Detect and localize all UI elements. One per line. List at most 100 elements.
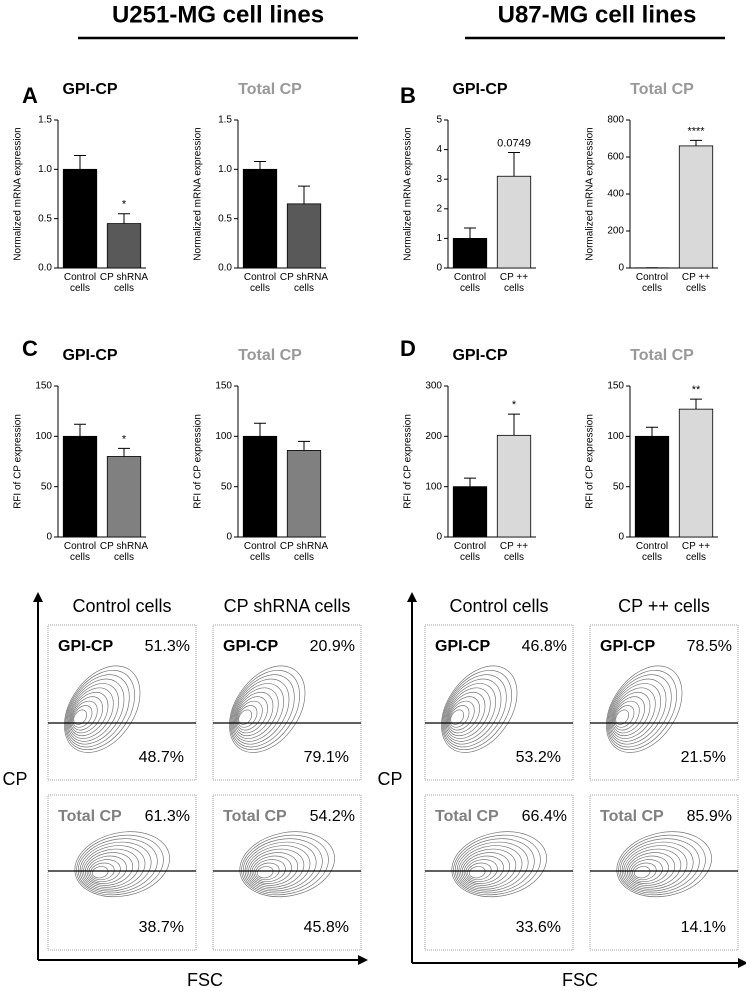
header: U87-MG cell lines bbox=[498, 1, 697, 28]
contour bbox=[90, 862, 115, 881]
contour bbox=[463, 855, 504, 884]
y-tick-label: 0 bbox=[436, 263, 442, 274]
x-tick-label: Control cells bbox=[243, 541, 277, 563]
y-tick-label: 100 bbox=[35, 431, 52, 442]
contour bbox=[608, 678, 667, 745]
contour bbox=[454, 838, 535, 894]
bar bbox=[242, 168, 278, 269]
y-tick-label: 200 bbox=[425, 431, 442, 442]
contour bbox=[445, 687, 491, 739]
significance-label: **** bbox=[687, 125, 705, 137]
y-axis-label: Normalized mRNA expression bbox=[13, 127, 24, 260]
panel-letter: C bbox=[22, 336, 38, 361]
y-tick-label: 0 bbox=[46, 532, 52, 543]
significance-label: * bbox=[122, 433, 127, 445]
contour bbox=[91, 866, 109, 879]
top-percent: 46.8% bbox=[522, 638, 567, 655]
contour bbox=[253, 859, 286, 883]
y-tick-label: 1.0 bbox=[38, 164, 52, 175]
contour bbox=[461, 852, 511, 886]
panel-letter: A bbox=[22, 83, 38, 108]
contour bbox=[616, 831, 712, 898]
contour bbox=[244, 841, 317, 892]
error-bar bbox=[298, 440, 310, 451]
bar bbox=[496, 434, 532, 538]
contour bbox=[618, 834, 706, 896]
y-tick-label: 50 bbox=[221, 481, 233, 492]
y-axis-label: CP bbox=[377, 769, 402, 789]
bottom-percent: 53.2% bbox=[516, 749, 561, 766]
contour bbox=[229, 665, 306, 753]
contour bbox=[444, 683, 497, 742]
contour bbox=[84, 852, 134, 886]
contour bbox=[231, 678, 290, 745]
bar bbox=[496, 175, 532, 269]
bottom-percent: 79.1% bbox=[304, 749, 349, 766]
plot-frame bbox=[47, 624, 197, 781]
contour bbox=[249, 852, 299, 886]
header: U251-MG cell lines bbox=[112, 1, 324, 28]
y-axis-label: RFI of CP expression bbox=[13, 414, 24, 509]
y-axis-label: Normalized mRNA expression bbox=[193, 127, 204, 260]
y-tick-label: 50 bbox=[41, 481, 53, 492]
error-bar bbox=[690, 398, 702, 410]
contour bbox=[230, 674, 295, 748]
gate-label: GPI-CP bbox=[223, 638, 278, 655]
plot-frame bbox=[589, 794, 739, 951]
y-tick-label: 50 bbox=[613, 481, 625, 492]
y-tick-label: 0 bbox=[436, 532, 442, 543]
contour bbox=[606, 669, 678, 751]
contour bbox=[83, 848, 140, 888]
x-arrowhead bbox=[738, 958, 746, 968]
panel-letter: D bbox=[400, 336, 416, 361]
contour bbox=[238, 709, 253, 725]
y-tick-label: 400 bbox=[607, 189, 624, 200]
contour bbox=[615, 709, 630, 725]
contour bbox=[67, 683, 120, 742]
gate-label: Total CP bbox=[58, 808, 122, 825]
y-axis-label: Normalized mRNA expression bbox=[585, 127, 596, 260]
contour bbox=[450, 709, 465, 725]
contour bbox=[621, 841, 694, 892]
gate-label: GPI-CP bbox=[58, 638, 113, 655]
panel-letter: B bbox=[400, 83, 416, 108]
y-tick-label: 150 bbox=[35, 381, 52, 392]
x-tick-label: Control cells bbox=[453, 272, 487, 294]
y-axis-label: RFI of CP expression bbox=[193, 414, 204, 509]
error-bar bbox=[690, 139, 702, 146]
y-axis-label: CP bbox=[2, 769, 27, 789]
contour bbox=[76, 834, 164, 896]
x-tick-label: Control cells bbox=[63, 541, 97, 563]
y-tick-label: 600 bbox=[607, 152, 624, 163]
contour bbox=[626, 852, 676, 886]
y-tick-label: 0.5 bbox=[38, 213, 52, 224]
chart-title: GPI-CP bbox=[62, 81, 117, 98]
contour bbox=[630, 859, 663, 883]
y-tick-label: 1.5 bbox=[218, 115, 232, 126]
gate-label: Total CP bbox=[435, 808, 499, 825]
chart-title: Total CP bbox=[238, 81, 302, 98]
bar bbox=[106, 456, 142, 538]
contour bbox=[619, 838, 700, 894]
gate-label: Total CP bbox=[600, 808, 664, 825]
x-arrowhead bbox=[358, 955, 368, 965]
plot-frame bbox=[47, 794, 197, 951]
y-tick-label: 2 bbox=[436, 203, 442, 214]
bar bbox=[242, 435, 278, 538]
chart-title: GPI-CP bbox=[452, 347, 507, 364]
bar bbox=[452, 237, 488, 269]
error-bar bbox=[464, 477, 476, 487]
contour bbox=[66, 678, 125, 745]
contour bbox=[88, 859, 121, 883]
top-percent: 54.2% bbox=[310, 808, 355, 825]
contour bbox=[465, 859, 498, 883]
bar bbox=[634, 435, 670, 538]
y-tick-label: 100 bbox=[215, 431, 232, 442]
contour bbox=[441, 665, 518, 753]
contour bbox=[613, 700, 640, 731]
plot-frame bbox=[424, 794, 574, 951]
contour bbox=[467, 862, 492, 881]
x-tick-label: CP ++ cells bbox=[681, 541, 711, 563]
contour bbox=[458, 845, 523, 890]
chart-title: Total CP bbox=[238, 347, 302, 364]
